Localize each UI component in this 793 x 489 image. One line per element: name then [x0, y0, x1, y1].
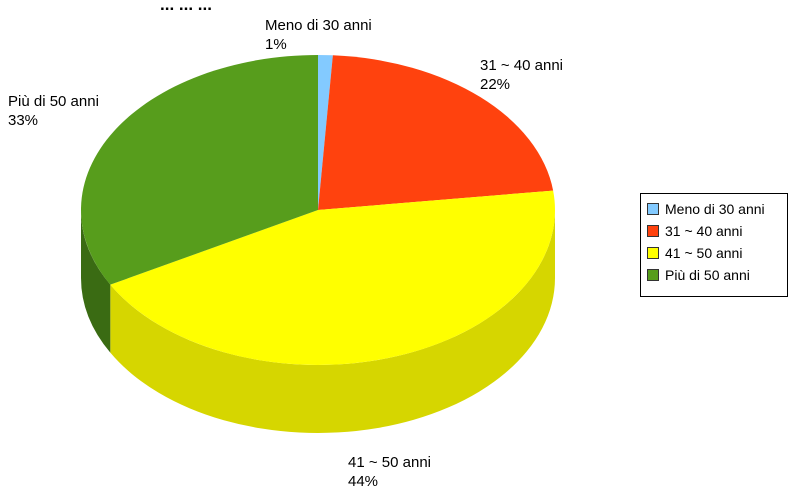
legend-item: Più di 50 anni — [647, 264, 781, 286]
pie-side-3 — [81, 210, 111, 353]
legend-label: 41 ~ 50 anni — [665, 245, 743, 261]
pie-slice-1 — [318, 55, 554, 210]
data-label-percent: 44% — [348, 473, 378, 489]
data-label-percent: 22% — [480, 76, 510, 93]
legend-item: 41 ~ 50 anni — [647, 242, 781, 264]
pie-slice-0 — [318, 55, 333, 210]
data-label-category: Meno di 30 anni — [265, 17, 372, 34]
pie-slice-3 — [81, 55, 319, 285]
pie-side-2 — [110, 210, 556, 433]
pie-sides — [81, 210, 556, 433]
legend-label: Meno di 30 anni — [665, 201, 765, 217]
legend-label: Più di 50 anni — [665, 267, 750, 283]
pie-labels: Meno di 30 anni 1% 31 ~ 40 anni 22% 41 ~ 50 … — [8, 17, 563, 489]
legend: Meno di 30 anni 31 ~ 40 anni 41 ~ 50 ann… — [640, 193, 788, 297]
data-label-category: 41 ~ 50 anni — [348, 454, 431, 471]
legend-label: 31 ~ 40 anni — [665, 223, 743, 239]
legend-swatch — [647, 225, 659, 237]
legend-swatch — [647, 247, 659, 259]
data-label-percent: 1% — [265, 36, 287, 53]
legend-item: Meno di 30 anni — [647, 198, 781, 220]
legend-swatch — [647, 203, 659, 215]
pie-slices — [81, 55, 556, 365]
data-label-category: 31 ~ 40 anni — [480, 57, 563, 74]
legend-item: 31 ~ 40 anni — [647, 220, 781, 242]
chart-title-cut: ... ... ... — [160, 0, 212, 14]
data-label-category: Più di 50 anni — [8, 93, 99, 110]
data-label-percent: 33% — [8, 112, 38, 129]
pie-slice-2 — [110, 190, 556, 365]
legend-swatch — [647, 269, 659, 281]
